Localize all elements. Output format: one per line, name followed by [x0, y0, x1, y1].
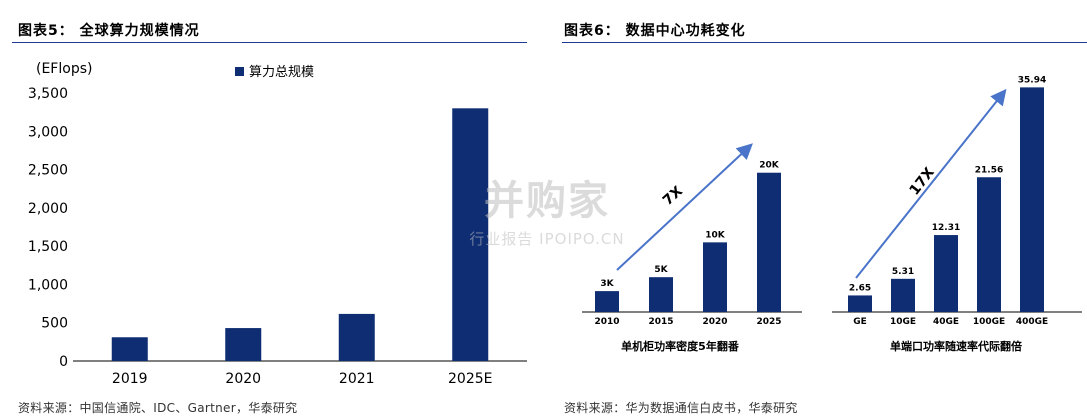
chart1-y-tick-label: 1,000	[28, 277, 68, 293]
chart2-data-label: 5K	[654, 265, 668, 275]
chart1-x-tick-label: 2020	[225, 371, 261, 387]
chart3-bar	[977, 177, 1001, 312]
chart2-bars	[595, 172, 781, 312]
chart3-data-label: 2.65	[849, 283, 871, 293]
chart1-y-axis: 0 500 1,000 1,500 2,000 2,500 3,000 3,500	[28, 86, 68, 370]
right-figure-panel: 图表6： 数据中心功耗变化 7X 3K 5K 10K 20K 2010 2015 2020…	[562, 0, 1087, 419]
chart3-x-axis: GE 10GE 40GE 100GE 400GE	[853, 317, 1048, 327]
chart3-trend-arrow	[855, 88, 1007, 279]
chart2-annotation: 7X	[660, 183, 686, 209]
chart3-bar	[848, 295, 872, 312]
chart3-x-tick-label: GE	[853, 317, 867, 327]
left-title-rule	[12, 42, 527, 43]
compute-scale-chart: (EFlops) 算力总规模 0 500 1,000 1,500 2,000 2,500 3…	[28, 61, 527, 387]
chart1-bar	[452, 108, 489, 361]
chart1-x-tick-label: 2019	[112, 371, 148, 387]
chart2-data-label: 20K	[759, 161, 780, 171]
chart1-y-tick-label: 2,000	[28, 201, 68, 217]
chart2-x-tick-label: 2015	[648, 317, 673, 327]
chart2-trend-arrow	[616, 143, 753, 271]
chart1-y-tick-label: 0	[59, 354, 68, 370]
chart1-y-tick-label: 2,500	[28, 163, 68, 179]
chart2-x-tick-label: 2020	[702, 317, 727, 327]
chart3-x-tick-label: 10GE	[890, 317, 916, 327]
chart2-bar	[703, 242, 727, 312]
chart3-bar	[1020, 87, 1044, 312]
chart2-bar	[757, 172, 781, 312]
chart1-bar	[338, 313, 375, 361]
chart2-data-label: 3K	[600, 279, 614, 289]
chart3-data-labels: 2.65 5.31 12.31 21.56 35.94	[849, 75, 1046, 293]
chart1-legend-label: 算力总规模	[249, 65, 314, 80]
chart2-bar	[595, 291, 619, 312]
chart3-data-label: 35.94	[1018, 75, 1046, 85]
chart1-legend: 算力总规模	[235, 65, 314, 80]
chart1-y-tick-label: 500	[41, 316, 68, 332]
chart3-x-tick-label: 400GE	[1016, 317, 1048, 327]
chart1-x-tick-label: 2021	[339, 371, 375, 387]
chart3-caption: 单端口功率随速率代际翻倍	[890, 339, 1022, 353]
chart2-bar	[649, 277, 673, 312]
right-figure-source: 资料来源：华为数据通信白皮书，华泰研究	[564, 401, 798, 415]
chart2-x-axis: 2010 2015 2020 2025	[594, 317, 781, 327]
rack-power-density-chart: 7X 3K 5K 10K 20K 2010 2015 2020 2025 单机柜功率密度5年…	[582, 143, 802, 353]
chart2-x-tick-label: 2025	[756, 317, 781, 327]
left-figure-source: 资料来源：中国信通院、IDC、Gartner，华泰研究	[18, 401, 298, 415]
chart1-bar	[225, 328, 262, 361]
chart1-bar	[111, 337, 148, 361]
chart2-x-tick-label: 2010	[594, 317, 619, 327]
chart3-data-label: 21.56	[975, 165, 1003, 175]
chart1-legend-swatch	[235, 67, 244, 76]
chart1-unit-label: (EFlops)	[36, 61, 92, 77]
chart2-data-label: 10K	[705, 230, 726, 240]
chart3-data-label: 12.31	[932, 223, 960, 233]
left-figure-panel: 图表5： 全球算力规模情况 (EFlops) 算力总规模 0 500 1,000 1,…	[0, 0, 527, 419]
chart1-y-tick-label: 3,000	[28, 124, 68, 140]
chart3-x-tick-label: 40GE	[933, 317, 959, 327]
chart2-data-labels: 3K 5K 10K 20K	[600, 161, 779, 289]
chart3-x-tick-label: 100GE	[973, 317, 1005, 327]
chart1-bars	[111, 108, 489, 361]
chart3-bars	[848, 87, 1044, 312]
chart3-bar	[934, 235, 958, 312]
chart3-data-label: 5.31	[892, 267, 914, 277]
right-title-rule	[562, 42, 1087, 43]
chart3-bar	[891, 278, 915, 312]
chart2-caption: 单机柜功率密度5年翻番	[621, 339, 740, 353]
right-figure-title: 图表6： 数据中心功耗变化	[564, 23, 746, 39]
chart1-x-tick-label: 2025E	[448, 371, 492, 387]
chart1-y-tick-label: 3,500	[28, 86, 68, 102]
chart1-y-tick-label: 1,500	[28, 239, 68, 255]
chart1-x-axis: 2019 2020 2021 2025E	[112, 371, 493, 387]
left-figure-title: 图表5： 全球算力规模情况	[18, 23, 200, 39]
